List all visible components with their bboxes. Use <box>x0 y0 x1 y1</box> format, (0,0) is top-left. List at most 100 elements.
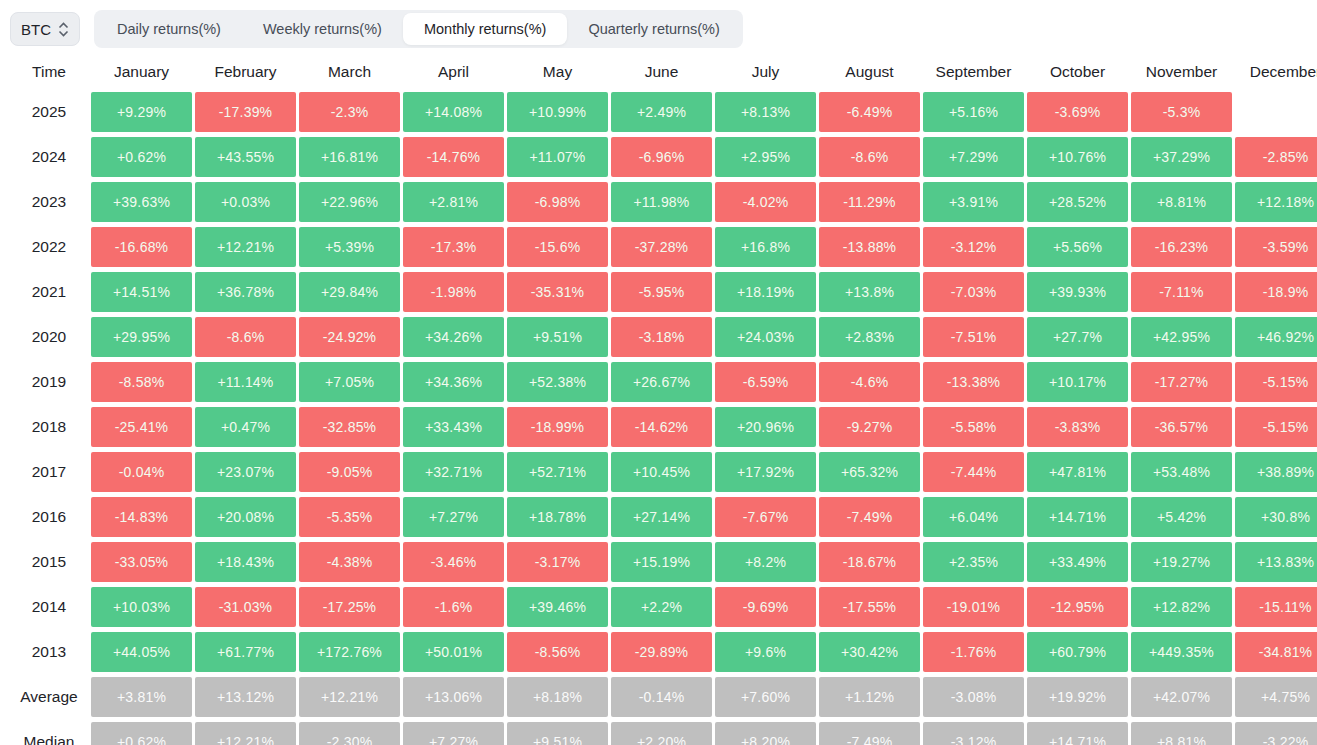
return-cell: -35.31% <box>507 272 608 312</box>
return-cell: +2.20% <box>611 722 712 745</box>
row-label-2013: 2013 <box>10 632 88 672</box>
return-cell: +53.48% <box>1131 452 1232 492</box>
table-row-2015: 2015-33.05%+18.43%-4.38%-3.46%-3.17%+15.… <box>10 542 1317 582</box>
tab-quarterly-returns[interactable]: Quarterly returns(%) <box>567 13 740 45</box>
return-cell: -24.92% <box>299 317 400 357</box>
return-cell: +26.67% <box>611 362 712 402</box>
tab-monthly-returns[interactable]: Monthly returns(%) <box>403 13 567 45</box>
return-cell: -7.49% <box>819 722 920 745</box>
return-cell: +32.71% <box>403 452 504 492</box>
return-cell: +9.51% <box>507 722 608 745</box>
return-cell: -6.49% <box>819 92 920 132</box>
table-row-2013: 2013+44.05%+61.77%+172.76%+50.01%-8.56%-… <box>10 632 1317 672</box>
return-cell: +172.76% <box>299 632 400 672</box>
return-cell: -14.62% <box>611 407 712 447</box>
row-label-2019: 2019 <box>10 362 88 402</box>
return-cell: -32.85% <box>299 407 400 447</box>
return-cell: +30.42% <box>819 632 920 672</box>
return-cell: +65.32% <box>819 452 920 492</box>
return-cell: +13.83% <box>1235 542 1317 582</box>
col-header-september: September <box>923 55 1024 87</box>
return-cell: -1.98% <box>403 272 504 312</box>
col-header-time: Time <box>10 55 88 87</box>
return-cell: -5.3% <box>1131 92 1232 132</box>
tab-daily-returns[interactable]: Daily returns(%) <box>96 13 242 45</box>
table-row-2024: 2024+0.62%+43.55%+16.81%-14.76%+11.07%-6… <box>10 137 1317 177</box>
row-label-2021: 2021 <box>10 272 88 312</box>
return-cell: -4.6% <box>819 362 920 402</box>
updown-chevron-icon <box>58 22 69 37</box>
col-header-march: March <box>299 55 400 87</box>
col-header-july: July <box>715 55 816 87</box>
return-cell: -9.05% <box>299 452 400 492</box>
return-cell: +10.99% <box>507 92 608 132</box>
table-row-2022: 2022-16.68%+12.21%+5.39%-17.3%-15.6%-37.… <box>10 227 1317 267</box>
return-cell: +4.75% <box>1235 677 1317 717</box>
return-cell: +19.92% <box>1027 677 1128 717</box>
return-cell: +46.92% <box>1235 317 1317 357</box>
return-cell: +43.55% <box>195 137 296 177</box>
return-cell: +61.77% <box>195 632 296 672</box>
return-cell: -4.02% <box>715 182 816 222</box>
return-cell: +14.08% <box>403 92 504 132</box>
asset-selector-value: BTC <box>21 21 51 38</box>
return-cell: +449.35% <box>1131 632 1232 672</box>
tab-weekly-returns[interactable]: Weekly returns(%) <box>242 13 403 45</box>
return-cell: +11.98% <box>611 182 712 222</box>
return-cell: +8.2% <box>715 542 816 582</box>
return-cell: -7.11% <box>1131 272 1232 312</box>
return-cell: +5.16% <box>923 92 1024 132</box>
return-cell: -15.6% <box>507 227 608 267</box>
table-row-2018: 2018-25.41%+0.47%-32.85%+33.43%-18.99%-1… <box>10 407 1317 447</box>
asset-selector[interactable]: BTC <box>10 12 80 46</box>
return-cell: +12.18% <box>1235 182 1317 222</box>
table-body: 2025+9.29%-17.39%-2.3%+14.08%+10.99%+2.4… <box>10 92 1317 745</box>
return-cell: +7.29% <box>923 137 1024 177</box>
return-cell: -15.11% <box>1235 587 1317 627</box>
return-cell: +47.81% <box>1027 452 1128 492</box>
return-cell: -3.59% <box>1235 227 1317 267</box>
return-cell: -8.58% <box>91 362 192 402</box>
return-cell: +12.21% <box>195 722 296 745</box>
col-header-january: January <box>91 55 192 87</box>
table-row-2016: 2016-14.83%+20.08%-5.35%+7.27%+18.78%+27… <box>10 497 1317 537</box>
return-cell: -13.88% <box>819 227 920 267</box>
return-cell: -17.27% <box>1131 362 1232 402</box>
return-cell: -18.99% <box>507 407 608 447</box>
return-cell: +2.95% <box>715 137 816 177</box>
row-label-2020: 2020 <box>10 317 88 357</box>
return-cell: -5.35% <box>299 497 400 537</box>
return-cell: -4.38% <box>299 542 400 582</box>
return-cell: +29.84% <box>299 272 400 312</box>
return-cell: -36.57% <box>1131 407 1232 447</box>
row-label-average: Average <box>10 677 88 717</box>
return-cell: -2.3% <box>299 92 400 132</box>
return-cell: +7.60% <box>715 677 816 717</box>
return-cell: -3.83% <box>1027 407 1128 447</box>
return-cell: +2.2% <box>611 587 712 627</box>
return-cell: +27.14% <box>611 497 712 537</box>
return-cell: +39.93% <box>1027 272 1128 312</box>
return-cell: -1.76% <box>923 632 1024 672</box>
return-cell: +10.03% <box>91 587 192 627</box>
return-cell: +44.05% <box>91 632 192 672</box>
return-cell: +6.04% <box>923 497 1024 537</box>
return-cell: +8.18% <box>507 677 608 717</box>
return-cell: -1.6% <box>403 587 504 627</box>
return-cell: +9.6% <box>715 632 816 672</box>
return-cell: +12.82% <box>1131 587 1232 627</box>
return-cell: -12.95% <box>1027 587 1128 627</box>
return-cell: -29.89% <box>611 632 712 672</box>
return-cell: -33.05% <box>91 542 192 582</box>
return-cell: +20.08% <box>195 497 296 537</box>
return-cell-empty <box>1235 92 1317 132</box>
return-cell: -19.01% <box>923 587 1024 627</box>
return-cell: +3.81% <box>91 677 192 717</box>
return-cell: +52.71% <box>507 452 608 492</box>
return-cell: +33.43% <box>403 407 504 447</box>
return-cell: -25.41% <box>91 407 192 447</box>
return-cell: -11.29% <box>819 182 920 222</box>
return-cell: +2.35% <box>923 542 1024 582</box>
table-row-median: Median+0.62%+12.21%-2.30%+7.27%+9.51%+2.… <box>10 722 1317 745</box>
return-cell: +27.7% <box>1027 317 1128 357</box>
